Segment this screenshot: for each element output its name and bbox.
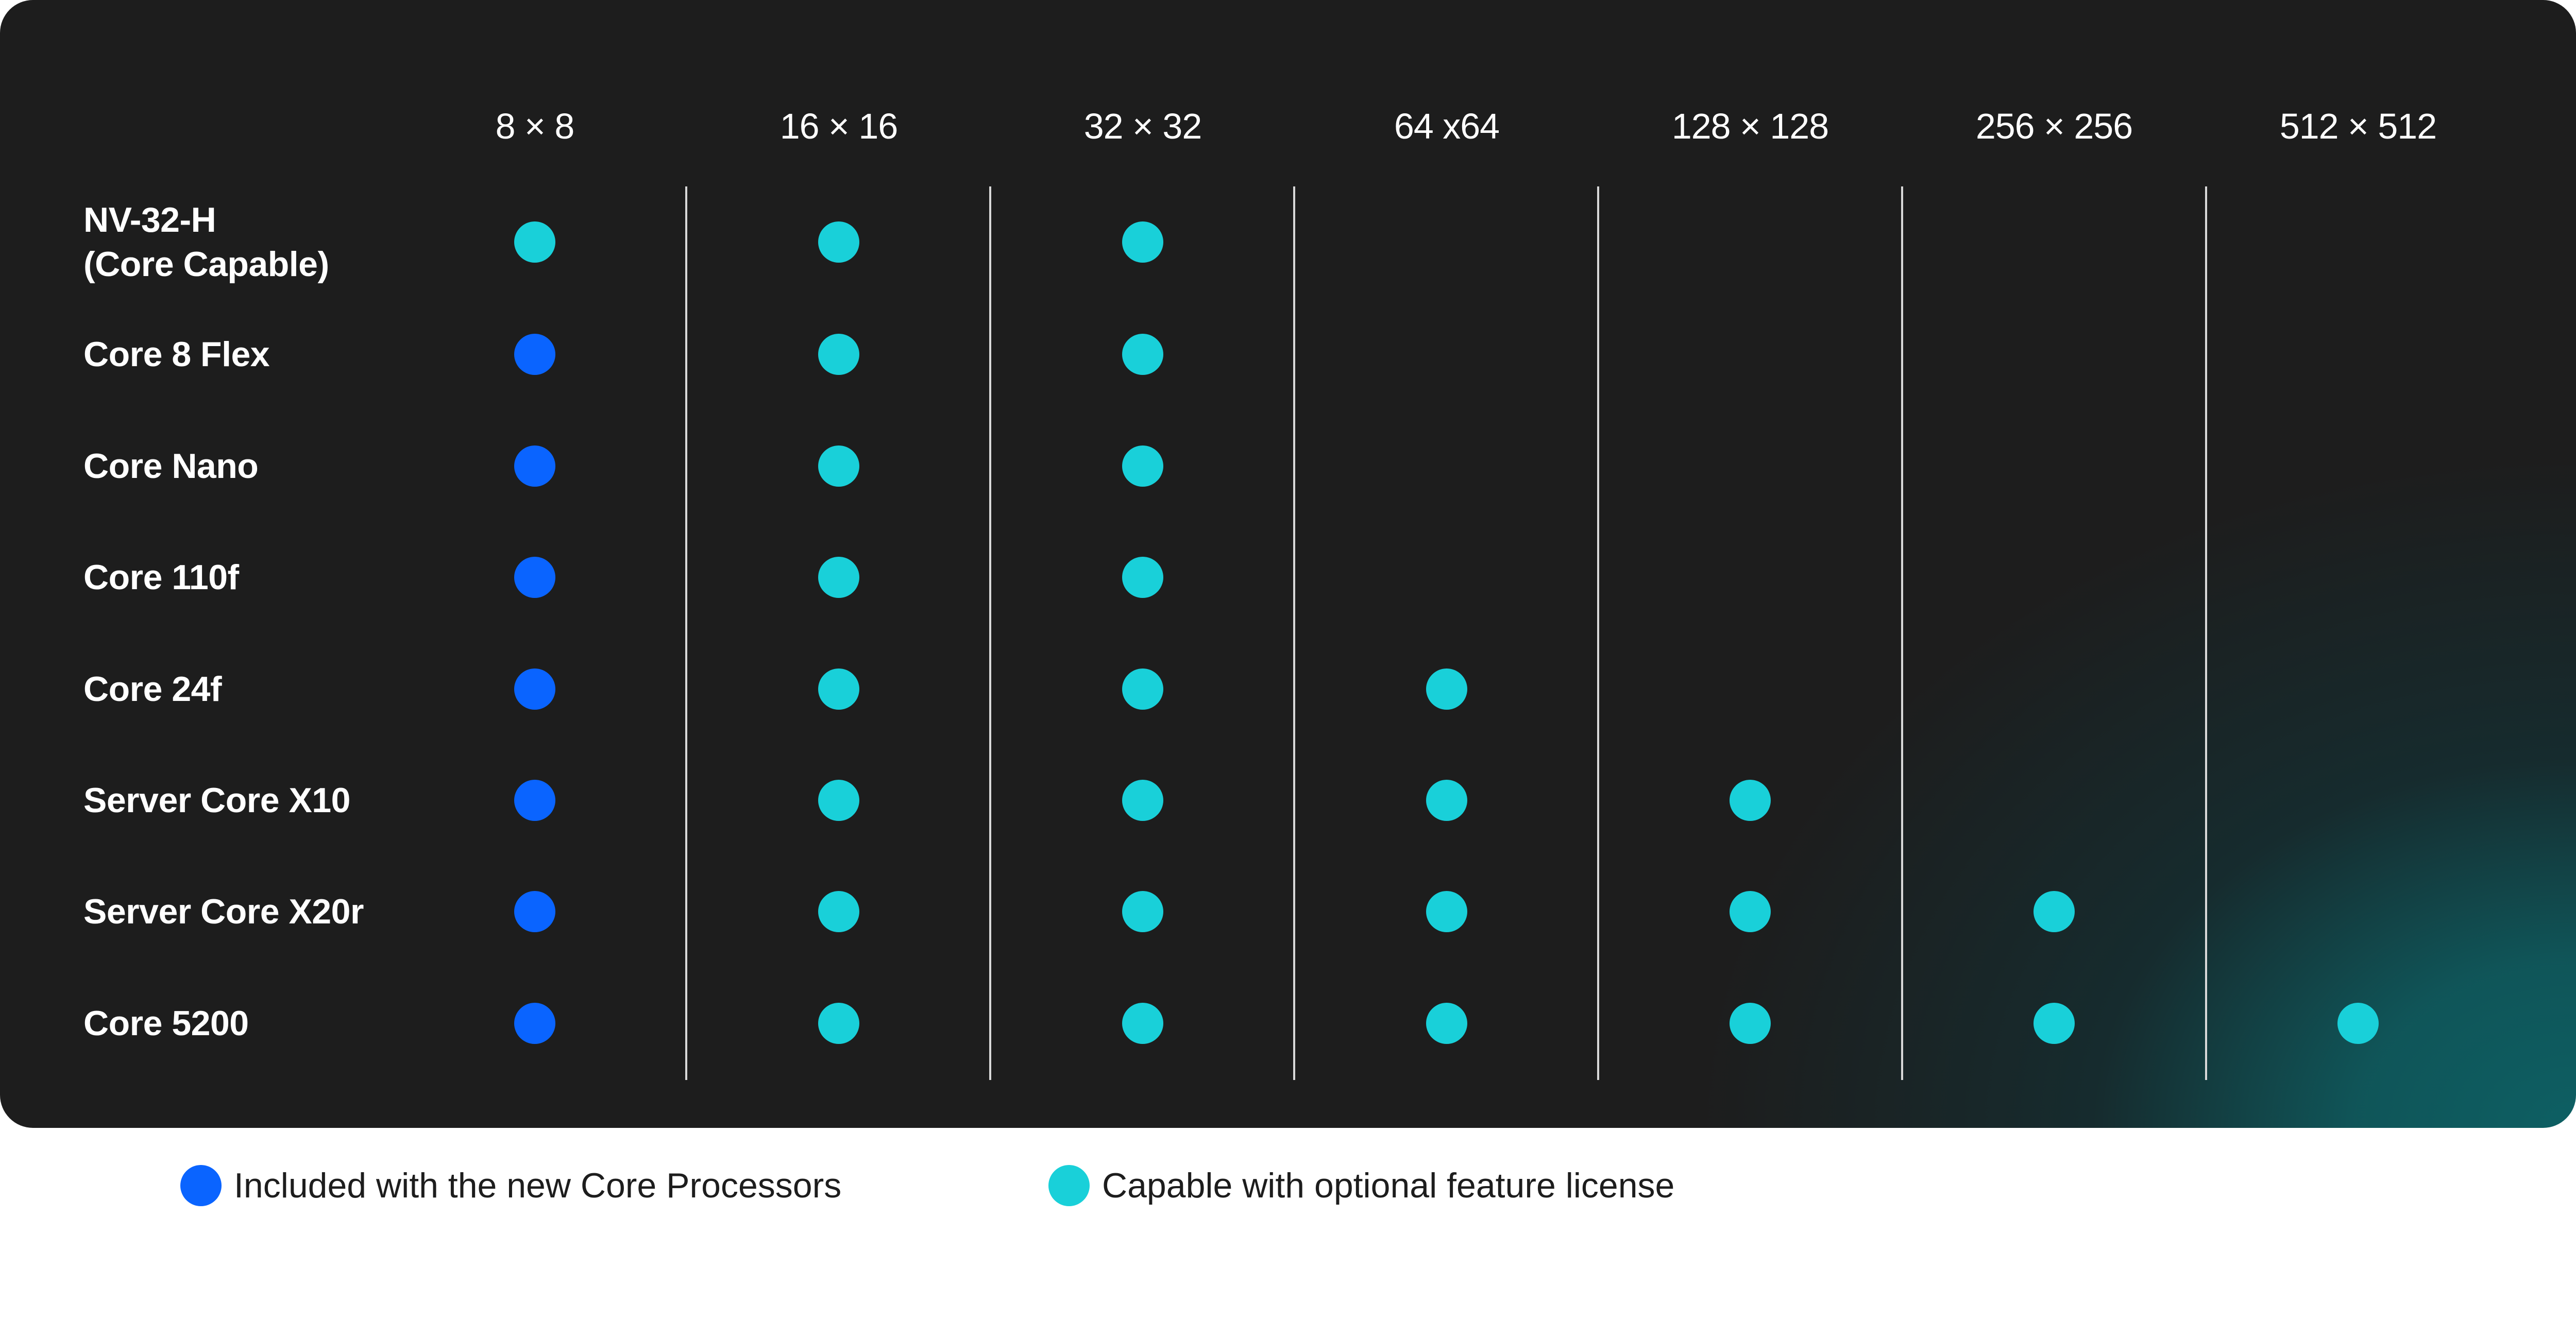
capable-dot	[1122, 334, 1163, 375]
column-header: 8 × 8	[495, 106, 575, 146]
capable-dot	[1426, 668, 1467, 710]
row-label: Core 8 Flex	[83, 332, 270, 376]
row-label-line: Core 8 Flex	[83, 335, 270, 374]
column-divider	[2205, 186, 2207, 1080]
capable-dot	[1122, 668, 1163, 710]
capable-dot	[514, 221, 555, 263]
capable-dot	[818, 668, 859, 710]
row-label-line: (Core Capable)	[83, 245, 329, 284]
legend-item-included: Included with the new Core Processors	[180, 1165, 841, 1206]
capable-dot	[1426, 780, 1467, 821]
capable-dot	[1730, 891, 1771, 932]
capable-dot	[818, 334, 859, 375]
compatibility-matrix-card: 8 × 8 16 × 16 32 × 32 64 x64 128 × 128 256 × …	[0, 0, 2576, 1128]
row-label: Core 24f	[83, 667, 222, 711]
column-divider	[1597, 186, 1599, 1080]
row-label-line: Core 110f	[83, 558, 239, 597]
capable-dot	[1730, 780, 1771, 821]
capable-dot	[818, 1003, 859, 1044]
row-label-line: Server Core X10	[83, 781, 350, 820]
included-dot	[514, 891, 555, 932]
row-label-line: Core 24f	[83, 670, 222, 709]
capable-dot	[818, 780, 859, 821]
capable-dot	[2033, 891, 2075, 932]
column-header: 256 × 256	[1975, 106, 2133, 146]
capable-dot	[2033, 1003, 2075, 1044]
included-dot	[514, 668, 555, 710]
capable-dot	[1122, 445, 1163, 487]
legend-item-capable: Capable with optional feature license	[1048, 1165, 1674, 1206]
included-dot	[514, 445, 555, 487]
column-divider	[685, 186, 687, 1080]
column-header: 32 × 32	[1083, 106, 1202, 146]
capable-dot	[1426, 891, 1467, 932]
column-divider	[989, 186, 991, 1080]
capable-dot	[818, 445, 859, 487]
capable-dot	[818, 891, 859, 932]
row-label: NV-32-H (Core Capable)	[83, 198, 329, 286]
capable-dot	[1122, 557, 1163, 598]
legend-capable-dot	[1048, 1165, 1090, 1206]
legend-included-dot	[180, 1165, 222, 1206]
row-label-line: Core 5200	[83, 1004, 249, 1043]
capable-dot	[1122, 1003, 1163, 1044]
column-header: 16 × 16	[779, 106, 899, 146]
row-label: Core 110f	[83, 555, 239, 599]
capable-dot	[818, 221, 859, 263]
capable-dot	[1122, 221, 1163, 263]
row-label-line: Core Nano	[83, 447, 259, 486]
capable-dot	[2337, 1003, 2379, 1044]
included-dot	[514, 780, 555, 821]
capable-dot	[1122, 891, 1163, 932]
included-dot	[514, 1003, 555, 1044]
column-header: 128 × 128	[1671, 106, 1829, 146]
column-divider	[1293, 186, 1295, 1080]
row-label: Server Core X10	[83, 778, 350, 822]
column-header: 512 × 512	[2279, 106, 2437, 146]
capable-dot	[818, 557, 859, 598]
capable-dot	[1730, 1003, 1771, 1044]
column-header: 64 x64	[1394, 106, 1500, 146]
capable-dot	[1426, 1003, 1467, 1044]
row-label-line: Server Core X20r	[83, 892, 364, 931]
included-dot	[514, 557, 555, 598]
capable-dot	[1122, 780, 1163, 821]
legend-included-label: Included with the new Core Processors	[234, 1166, 842, 1205]
included-dot	[514, 334, 555, 375]
row-label: Server Core X20r	[83, 889, 364, 934]
legend-capable-label: Capable with optional feature license	[1102, 1166, 1675, 1205]
column-divider	[1901, 186, 1903, 1080]
row-label-line: NV-32-H	[83, 200, 216, 239]
row-label: Core Nano	[83, 444, 259, 488]
row-label: Core 5200	[83, 1001, 249, 1045]
